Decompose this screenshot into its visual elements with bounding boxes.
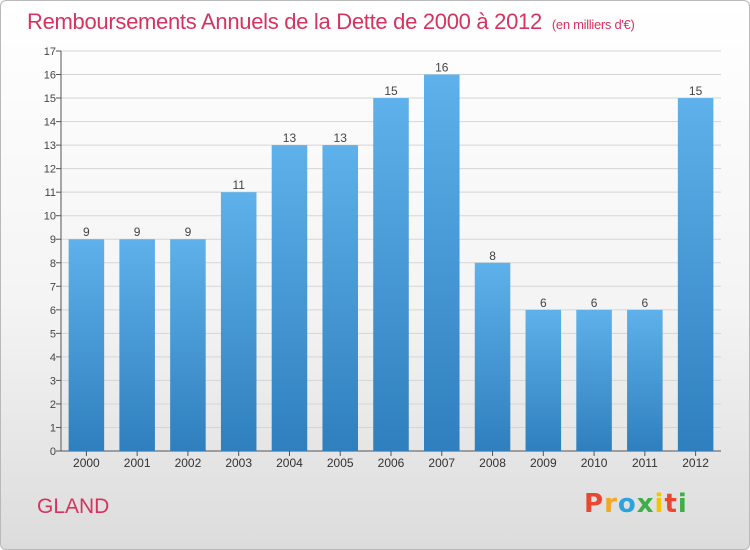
x-tick-label-2006: 2006 xyxy=(378,456,405,470)
data-label-2006: 15 xyxy=(384,84,398,98)
y-tick-label: 8 xyxy=(50,258,56,270)
y-tick-label: 1 xyxy=(50,422,56,434)
y-tick-label: 3 xyxy=(50,375,56,387)
bar-2002 xyxy=(170,239,206,451)
bar-2004 xyxy=(271,145,308,451)
y-tick-label: 9 xyxy=(50,234,56,246)
data-label-2010: 6 xyxy=(591,296,598,310)
chart-title-text: Remboursements Annuels de la Dette de 20… xyxy=(27,9,542,34)
y-tick-label: 12 xyxy=(44,164,56,176)
logo-letter: P xyxy=(584,489,605,519)
bar-2005 xyxy=(322,145,358,451)
y-tick-label: 10 xyxy=(44,211,56,223)
y-tick-label: 4 xyxy=(50,352,56,364)
x-tick-label-2011: 2011 xyxy=(632,456,658,470)
y-tick-label: 16 xyxy=(44,70,56,82)
x-tick-label-2003: 2003 xyxy=(225,456,252,470)
bars xyxy=(68,74,714,452)
data-label-2005: 13 xyxy=(334,131,348,145)
bar-2003 xyxy=(220,192,257,452)
data-label-2002: 9 xyxy=(185,225,192,239)
x-tick-label-2012: 2012 xyxy=(682,456,709,470)
bar-2001 xyxy=(119,239,155,451)
data-label-2004: 13 xyxy=(283,131,297,145)
y-tick-label: 17 xyxy=(44,46,56,58)
data-label-2011: 6 xyxy=(642,296,649,310)
x-tick-label-2007: 2007 xyxy=(428,456,455,470)
commune-name: GLAND xyxy=(37,495,110,518)
x-tick-label-2001: 2001 xyxy=(124,456,151,470)
x-tick-label-2000: 2000 xyxy=(73,456,100,470)
bar-2009 xyxy=(525,309,562,451)
x-tick-label-2009: 2009 xyxy=(530,456,557,470)
bar-2010 xyxy=(576,309,612,451)
y-tick-label: 2 xyxy=(50,399,56,411)
x-tick-label-2005: 2005 xyxy=(327,456,354,470)
y-tick-label: 5 xyxy=(50,328,56,340)
y-tick-label: 14 xyxy=(44,117,56,129)
logo-letter: i xyxy=(677,489,688,519)
data-label-2001: 9 xyxy=(134,225,141,239)
x-tick-label-2002: 2002 xyxy=(175,456,202,470)
y-tick-label: 15 xyxy=(44,93,56,105)
x-tick-label-2004: 2004 xyxy=(276,456,303,470)
x-tick-label-2010: 2010 xyxy=(581,456,608,470)
labels: 9 2000 9 2001 9 2002 11 2003 13 2004 13 2005 15 2006 1… xyxy=(73,61,709,470)
logo-letter: x xyxy=(636,489,655,519)
proxiti-logo: Proxiti xyxy=(584,489,688,519)
logo-letter: i xyxy=(654,489,665,519)
data-label-2009: 6 xyxy=(540,296,547,310)
data-label-2003: 11 xyxy=(232,178,245,192)
bar-2012 xyxy=(677,98,714,451)
data-label-2008: 8 xyxy=(489,249,496,263)
y-tick-label: 7 xyxy=(50,281,56,293)
bar-2000 xyxy=(68,239,105,451)
logo-letter: o xyxy=(617,489,637,519)
bar-2006 xyxy=(373,98,409,451)
y-tick-label: 0 xyxy=(50,446,56,458)
logo-letter: t xyxy=(664,489,678,519)
data-label-2012: 15 xyxy=(689,84,703,98)
data-label-2007: 16 xyxy=(435,61,449,75)
y-tick-label: 6 xyxy=(50,305,56,317)
bar-2007 xyxy=(424,74,460,451)
y-tick-label: 11 xyxy=(45,187,56,199)
y-tick-label: 13 xyxy=(44,140,56,152)
bar-2011 xyxy=(627,309,663,451)
x-tick-label-2008: 2008 xyxy=(479,456,506,470)
chart-unit: (en milliers d'€) xyxy=(551,17,635,32)
bar-2008 xyxy=(474,262,511,451)
logo-letter: r xyxy=(604,489,618,519)
chart-title: Remboursements Annuels de la Dette de 20… xyxy=(27,9,635,35)
data-label-2000: 9 xyxy=(83,225,90,239)
